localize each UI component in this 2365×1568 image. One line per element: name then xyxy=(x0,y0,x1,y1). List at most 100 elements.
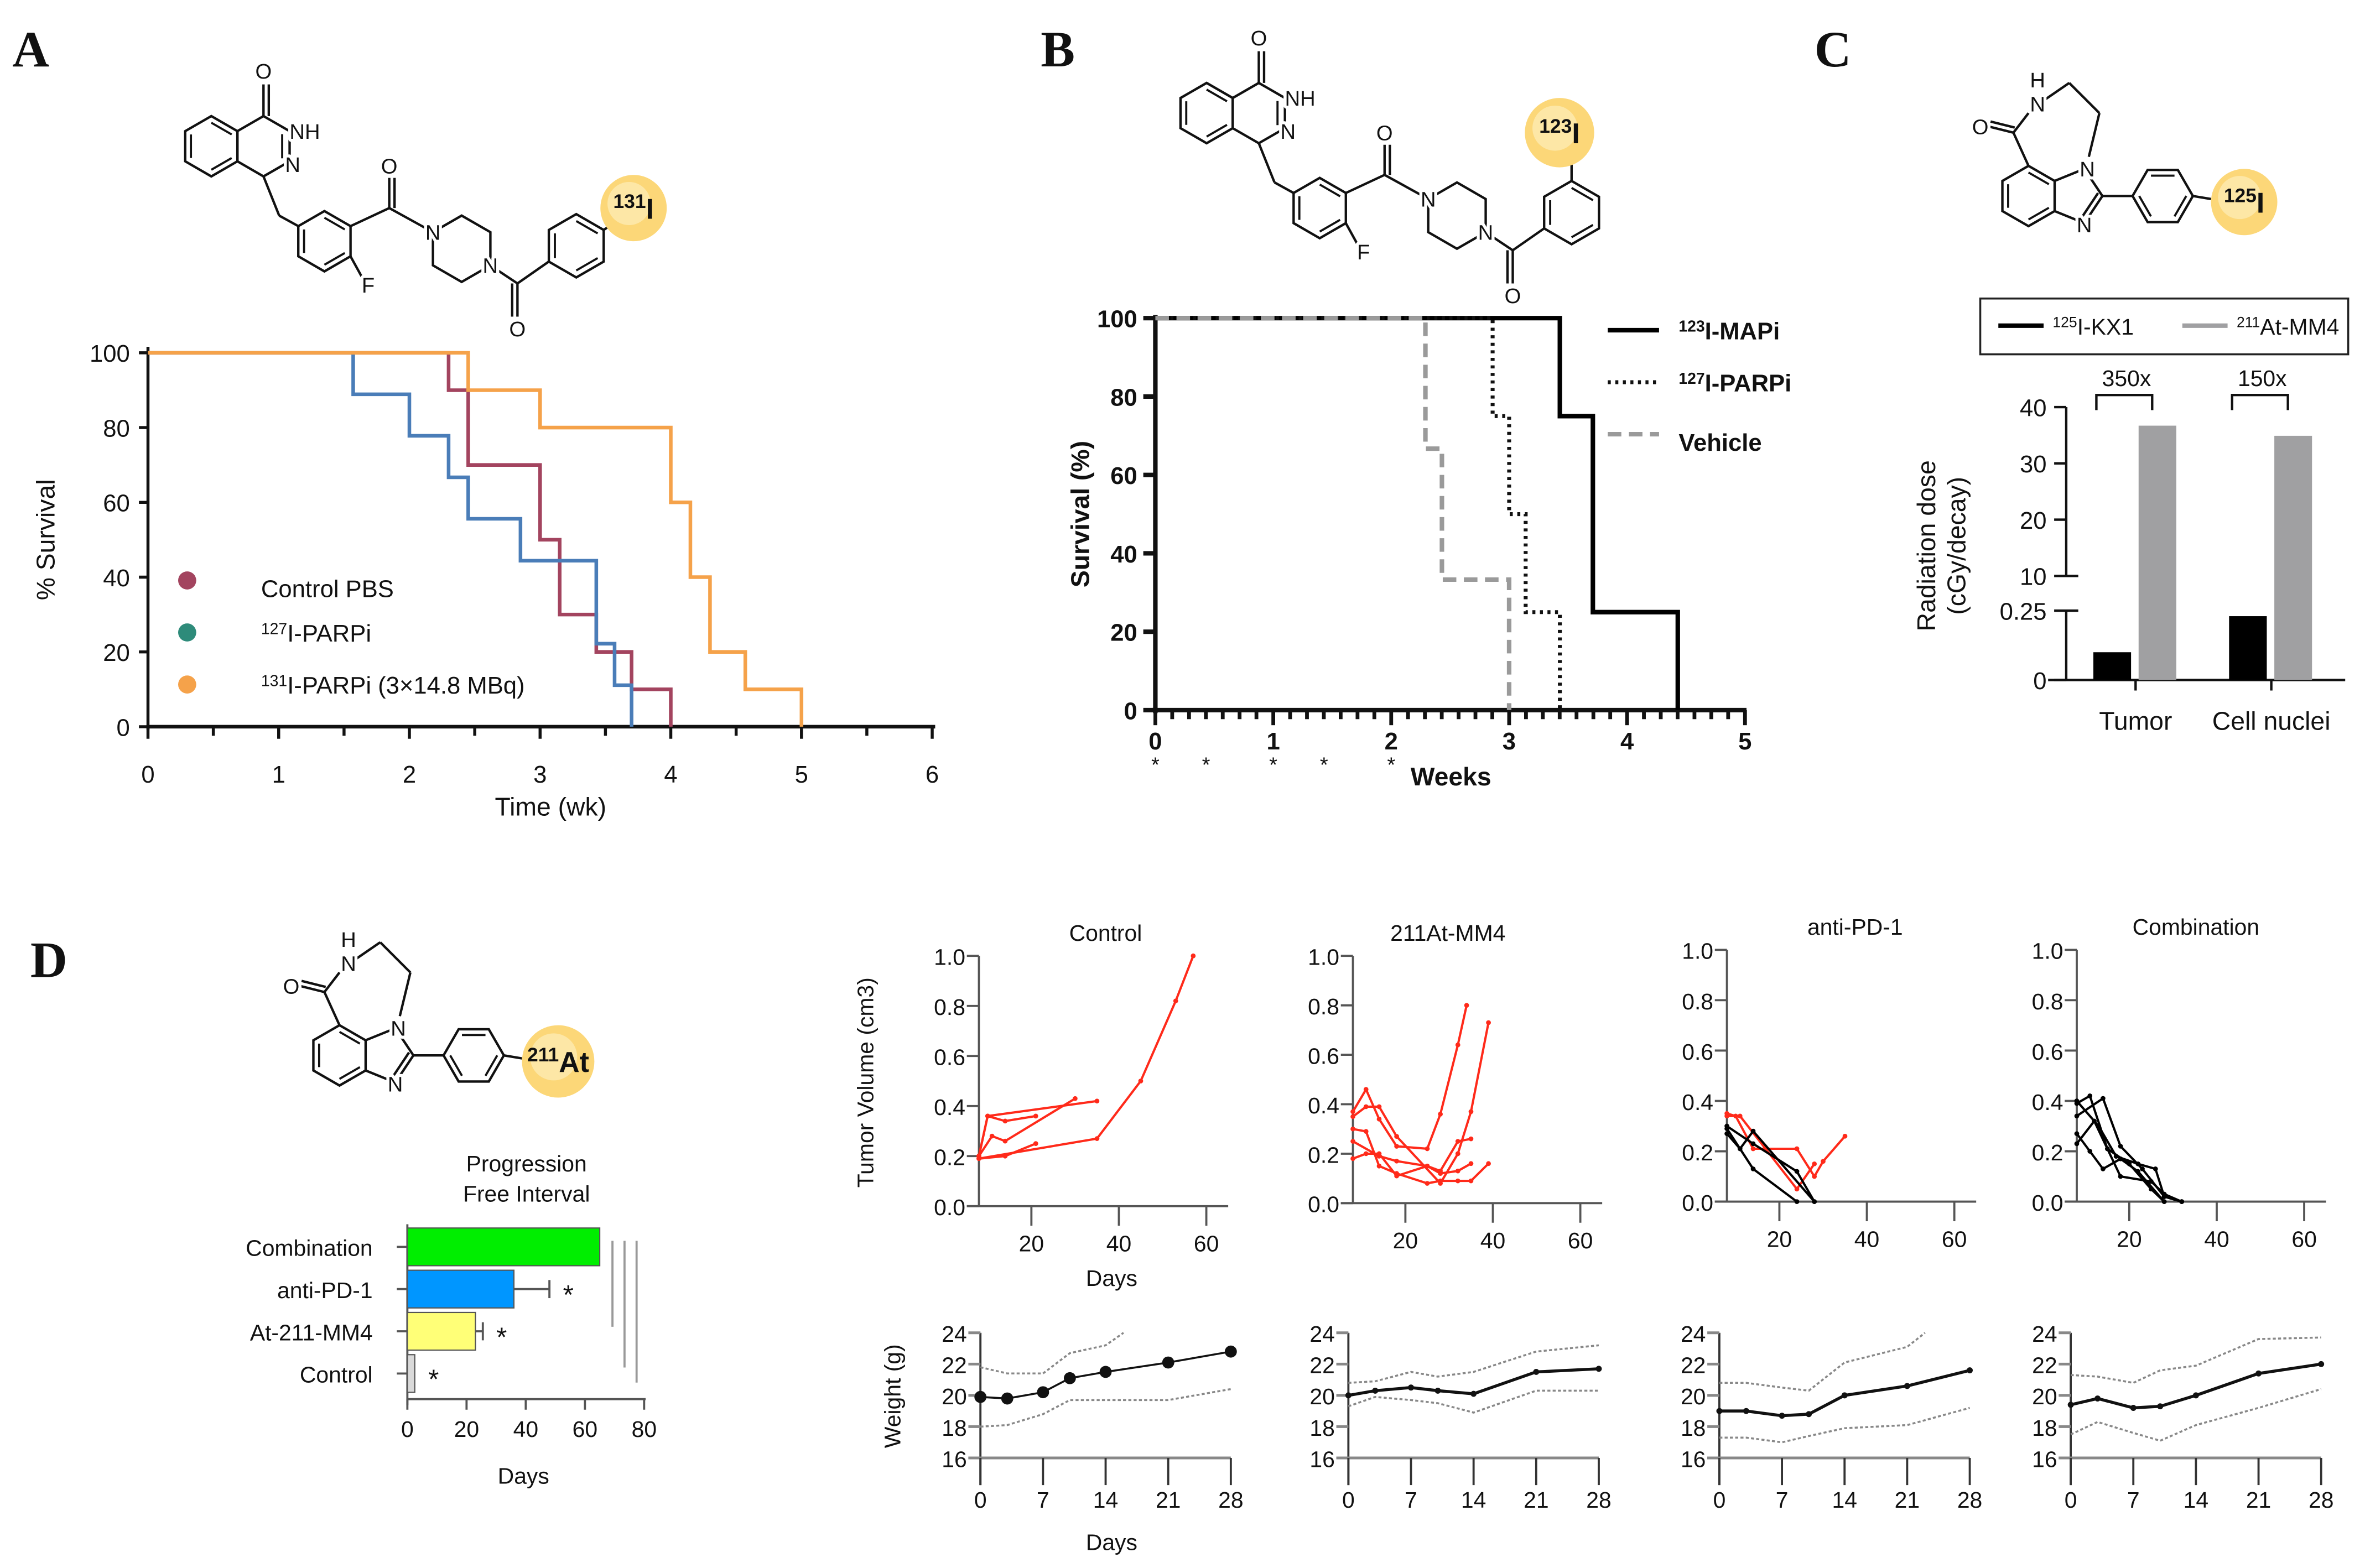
x-tick-label: 60 xyxy=(1568,1228,1593,1253)
isotope-label: 123I xyxy=(1539,115,1579,149)
dose-marker: * xyxy=(1202,753,1210,777)
piperazine-ring xyxy=(1427,181,1487,251)
weight-panel-3: 16 18 20 22 24 0 7 14 21 28 xyxy=(2032,1321,2333,1513)
y-tick-label: 0.0 xyxy=(2032,1190,2063,1216)
data-point xyxy=(1724,1126,1729,1131)
weight-data-point xyxy=(1967,1367,1973,1374)
survival-curve-dashed xyxy=(1155,316,1512,710)
panel-label-c: C xyxy=(1815,21,1852,78)
weight-data-point xyxy=(1345,1392,1352,1399)
bond xyxy=(517,261,550,285)
panel-title: Combination xyxy=(2133,914,2259,940)
x-tick-label: 7 xyxy=(1776,1487,1789,1513)
survival-curve-1 xyxy=(148,351,633,727)
data-point xyxy=(1438,1178,1443,1184)
x-tick-label: Cell nuclei xyxy=(2212,706,2331,735)
y-tick-label: 16 xyxy=(1681,1446,1706,1472)
atom-label: O xyxy=(1251,27,1267,50)
data-point xyxy=(2118,1144,2123,1149)
panel-label-a: A xyxy=(12,21,49,78)
bond xyxy=(2012,132,2030,166)
x-tick-label: 14 xyxy=(2184,1487,2208,1513)
data-point xyxy=(1794,1186,1800,1192)
legend-label-text: I-PARPi xyxy=(287,621,371,647)
weight-data-point xyxy=(1063,1372,1076,1384)
data-point xyxy=(1486,1020,1491,1025)
survival-curve-dotted xyxy=(1155,316,1562,710)
x-tick-label: 1 xyxy=(1266,728,1280,755)
data-point xyxy=(1363,1087,1369,1092)
imine-bond xyxy=(394,1054,415,1083)
isotope-label: 125I xyxy=(2224,184,2264,218)
imine-bond xyxy=(2083,195,2104,224)
weight-data-point xyxy=(1001,1392,1013,1405)
y-tick-label: 20 xyxy=(1309,1384,1334,1409)
data-point xyxy=(1438,1171,1443,1176)
data-point xyxy=(1794,1146,1800,1152)
data-point xyxy=(2087,1093,2093,1098)
y-tick-label: 0.6 xyxy=(934,1045,965,1070)
panel-title: Control xyxy=(1069,920,1142,946)
data-point xyxy=(1750,1128,1756,1134)
atom-label: O xyxy=(1972,116,1989,139)
data-point xyxy=(2074,1141,2080,1147)
x-tick-label: 4 xyxy=(664,762,677,788)
y-tick-label: 40 xyxy=(1110,541,1137,568)
weight-data-point xyxy=(1224,1345,1237,1358)
isotope-symbol: I xyxy=(646,192,654,225)
tumor-growth-line xyxy=(1726,1129,1816,1202)
data-point xyxy=(1094,1136,1100,1141)
y-tick-label: 0.25 xyxy=(2000,598,2047,625)
x-tick-label: 21 xyxy=(1524,1487,1548,1513)
weight-data-point xyxy=(1162,1356,1174,1369)
panel-c-dose-chart: 125I-KX1 211At-MM4 0 0.25 10 20 30 40 Tumor 350x C… xyxy=(1912,297,2350,735)
data-point xyxy=(2101,1166,2106,1171)
y-axis-label: (cGy/decay) xyxy=(1942,477,1971,615)
data-point xyxy=(2161,1191,2167,1197)
data-point xyxy=(1138,1079,1143,1083)
x-tick-label: 40 xyxy=(1480,1228,1505,1253)
data-point xyxy=(1350,1139,1355,1144)
x-tick-label: 60 xyxy=(573,1416,597,1442)
x-tick-label: 0 xyxy=(2065,1487,2077,1513)
legend-label: 127I-PARPi xyxy=(261,620,371,647)
bond xyxy=(1274,181,1295,194)
weight-data-point xyxy=(1743,1408,1749,1414)
iodophenyl-ring-double-bond xyxy=(1571,224,1594,238)
atom-label: H xyxy=(341,928,356,952)
y-tick-label: 0.6 xyxy=(1308,1043,1339,1069)
fold-change-label: 350x xyxy=(2102,366,2151,391)
x-tick-label: 0 xyxy=(141,762,154,788)
data-point xyxy=(1821,1159,1826,1164)
data-point xyxy=(2074,1098,2080,1103)
weight-lower-bound xyxy=(980,1388,1231,1428)
bond xyxy=(1512,227,1545,252)
weight-data-point xyxy=(1434,1387,1441,1394)
isotope-symbol: I xyxy=(2257,186,2264,218)
structure-a: O NH N F O N N O 131I xyxy=(184,56,667,344)
atom-label: N xyxy=(2080,158,2095,181)
isotope-mass: 211 xyxy=(527,1044,559,1066)
y-tick-label: 24 xyxy=(1309,1321,1334,1347)
weight-data-point xyxy=(1037,1386,1049,1399)
tumor-growth-line xyxy=(1352,1005,1468,1150)
weight-upper-bound xyxy=(980,1332,1124,1375)
y-tick-label: 1.0 xyxy=(1682,939,1713,964)
weight-data-point xyxy=(2067,1402,2074,1408)
bond xyxy=(490,264,518,285)
bond xyxy=(394,1027,415,1056)
y-axis-label: % Survival xyxy=(31,479,60,600)
tumor-growth-line xyxy=(2076,1119,2182,1203)
data-point xyxy=(1073,1096,1078,1101)
weight-data-point xyxy=(1533,1369,1540,1375)
atom-label: N xyxy=(2030,93,2045,117)
data-point xyxy=(1737,1113,1743,1119)
isotope-mass: 131 xyxy=(614,190,646,212)
y-tick-label: 0.2 xyxy=(1308,1142,1339,1168)
weight-panel-1: 16 18 20 22 24 0 7 14 21 28 xyxy=(1309,1321,1611,1513)
x-tick-label: 7 xyxy=(1405,1487,1417,1513)
weight-data-point xyxy=(1806,1411,1812,1418)
y-tick-label: 0.0 xyxy=(1682,1190,1713,1216)
